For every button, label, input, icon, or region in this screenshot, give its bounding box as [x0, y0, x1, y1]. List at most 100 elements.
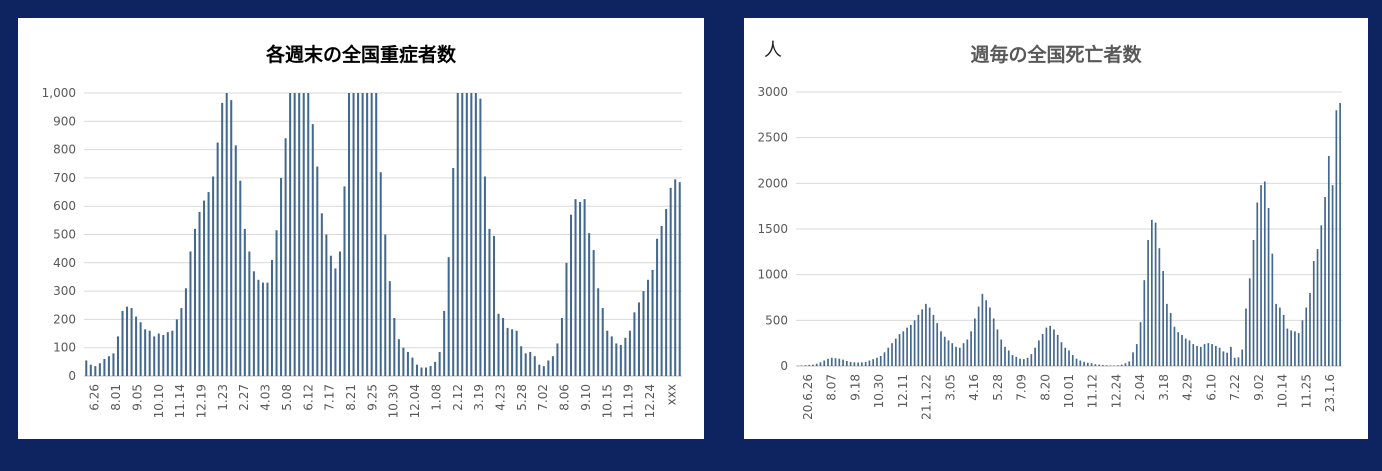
bar — [556, 343, 559, 376]
bar — [1327, 155, 1330, 366]
bar — [243, 228, 246, 376]
bar — [1248, 278, 1251, 366]
bar — [1252, 239, 1255, 366]
bar — [1060, 342, 1063, 366]
bar — [989, 307, 991, 366]
bar — [966, 339, 969, 366]
bar — [492, 235, 496, 376]
bar — [1222, 351, 1225, 366]
bar — [996, 329, 999, 366]
bar — [1083, 361, 1085, 366]
bar — [375, 93, 378, 376]
bar — [1177, 332, 1180, 366]
x-tick-label: 6.10 — [1204, 374, 1218, 401]
bar — [411, 357, 414, 376]
y-tick-label: 1,000 — [42, 86, 76, 100]
bar — [370, 93, 373, 376]
bar — [1335, 110, 1338, 367]
bar — [823, 360, 826, 366]
bar — [393, 317, 396, 376]
bar — [669, 187, 672, 376]
bar — [334, 268, 337, 376]
bar — [565, 262, 568, 376]
x-tick-label: 4.16 — [967, 374, 981, 401]
bar — [1128, 361, 1131, 366]
bar — [815, 363, 818, 366]
bar — [891, 343, 893, 366]
y-tick-label: 200 — [53, 312, 76, 326]
bar — [647, 279, 650, 376]
bar — [379, 172, 382, 376]
bar — [135, 316, 138, 376]
x-tick-label: 21.1.22 — [920, 374, 934, 420]
bar — [225, 93, 228, 376]
bar — [320, 213, 323, 376]
bar — [212, 176, 215, 376]
x-tick-label: 8.21 — [344, 384, 358, 411]
bar — [812, 364, 814, 366]
bar — [488, 228, 491, 376]
bar — [252, 271, 255, 376]
bar — [921, 309, 923, 366]
bar — [1004, 346, 1006, 366]
bar — [936, 323, 939, 366]
bar — [479, 98, 482, 376]
bar — [474, 93, 477, 376]
bar — [126, 306, 129, 376]
bar — [293, 93, 296, 376]
bar — [180, 308, 183, 376]
x-tick-label: 11.14 — [173, 384, 187, 418]
bar — [1026, 357, 1029, 366]
bar — [592, 250, 595, 376]
y-tick-label: 0 — [780, 359, 788, 373]
x-tick-label: 5.28 — [515, 384, 529, 411]
bar — [298, 93, 301, 376]
bar — [551, 356, 554, 376]
bar — [1068, 350, 1070, 366]
bar — [234, 145, 237, 376]
bar — [906, 327, 908, 366]
bar — [89, 364, 92, 376]
x-tick-label: 3.19 — [472, 384, 486, 411]
bar — [1019, 358, 1021, 366]
bar — [1056, 334, 1059, 366]
x-tick-label: 9.02 — [1252, 374, 1266, 401]
bar — [1158, 248, 1161, 366]
bar — [804, 365, 807, 366]
bar — [894, 338, 897, 366]
x-tick-label: xxx — [664, 384, 678, 405]
bar — [207, 192, 210, 376]
bar — [868, 360, 871, 366]
bar — [1245, 308, 1247, 366]
bar — [981, 293, 984, 366]
bar — [1188, 340, 1191, 366]
bar — [483, 176, 486, 376]
bar — [1120, 364, 1123, 366]
bar — [239, 180, 242, 376]
right-chart-panel: 人 週毎の全国死亡者数 0 500 1000 1500 2000 2500 3000 20.6… — [744, 18, 1368, 439]
bar — [1305, 307, 1308, 366]
bar — [248, 251, 251, 376]
bar — [1124, 363, 1127, 366]
bar — [166, 332, 169, 376]
left-chart-panel: 各週末の全国重症者数 0 100 200 300 400 500 600 700 800 900 1… — [18, 18, 704, 439]
x-tick-label: 4.03 — [259, 384, 273, 411]
bar — [1064, 347, 1067, 366]
y-tick-label: 900 — [53, 114, 76, 128]
y-tick-label: 100 — [53, 341, 76, 355]
bar — [853, 362, 856, 366]
bar — [928, 307, 931, 366]
x-tick-label: 10.14 — [1276, 374, 1290, 408]
bar — [85, 360, 88, 376]
bar — [456, 93, 459, 376]
right-chart-title: 週毎の全国死亡者数 — [970, 44, 1142, 66]
bar — [139, 322, 142, 376]
bar — [1215, 345, 1217, 366]
x-tick-label: 12.04 — [408, 384, 422, 418]
x-tick-label: 12.24 — [1109, 374, 1123, 408]
bar — [1038, 340, 1040, 366]
bar — [221, 102, 224, 376]
bar — [406, 351, 409, 376]
bar — [1263, 181, 1266, 366]
bar — [162, 334, 165, 376]
